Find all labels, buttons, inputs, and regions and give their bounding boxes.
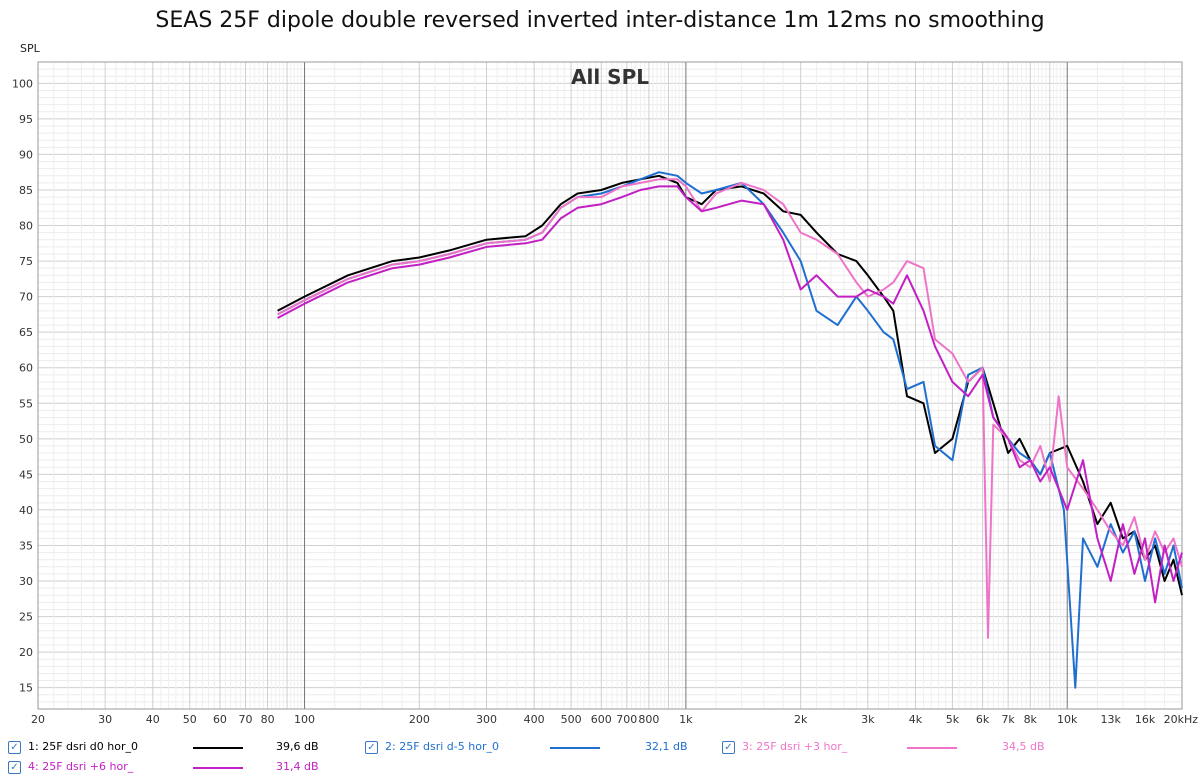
x-tick-label: 50 xyxy=(183,713,197,726)
y-tick-label: 60 xyxy=(19,362,33,375)
legend-label-1: 1: 25F dsri d0 hor_0 xyxy=(28,740,139,753)
x-tick-label: 100 xyxy=(294,713,315,726)
x-tick-label: 40 xyxy=(146,713,160,726)
x-tick-label: 600 xyxy=(591,713,612,726)
x-tick-label: 800 xyxy=(638,713,659,726)
plot-frame xyxy=(37,61,1183,710)
x-tick-label: 30 xyxy=(98,713,112,726)
y-tick-label: 30 xyxy=(19,575,33,588)
x-tick-label: 8k xyxy=(1024,713,1038,726)
legend-label-2: 2: 25F dsri d-5 hor_0 xyxy=(385,740,499,753)
x-tick-label: 13k xyxy=(1100,713,1121,726)
x-tick-label: 4k xyxy=(909,713,923,726)
x-tick-label: 20 xyxy=(31,713,45,726)
x-tick-label: 2k xyxy=(794,713,808,726)
spl-chart: 15 20 25 30 35 40 45 50 55 60 65 70 75 80 85 90 95 100 20… xyxy=(12,42,1198,726)
y-tick-label: 65 xyxy=(19,326,33,339)
x-tick-label: 300 xyxy=(476,713,497,726)
x-tick-label: 20kHz xyxy=(1164,713,1199,726)
x-tick-label: 400 xyxy=(524,713,545,726)
legend-value-2: 32,1 dB xyxy=(645,740,688,753)
legend-value-1: 39,6 dB xyxy=(276,740,319,753)
legend-swatch-1 xyxy=(193,747,243,749)
x-tick-label: 10k xyxy=(1057,713,1078,726)
y-tick-label: 35 xyxy=(19,539,33,552)
y-axis-ticks: 15 20 25 30 35 40 45 50 55 60 65 70 75 80 85 90 95 100 xyxy=(12,77,33,694)
x-tick-label: 5k xyxy=(946,713,960,726)
x-tick-label: 6k xyxy=(976,713,990,726)
x-tick-label: 700 xyxy=(616,713,637,726)
y-tick-label: 55 xyxy=(19,397,33,410)
x-tick-label: 200 xyxy=(409,713,430,726)
y-axis-label: SPL xyxy=(20,42,41,55)
x-tick-label: 80 xyxy=(261,713,275,726)
legend: ✓ 1: 25F dsri d0 hor_0 39,6 dB ✓ 2: 25F … xyxy=(0,736,1200,779)
legend-swatch-3 xyxy=(907,747,957,749)
y-tick-label: 40 xyxy=(19,504,33,517)
y-tick-label: 90 xyxy=(19,148,33,161)
legend-checkbox-2[interactable]: ✓ xyxy=(365,741,378,754)
x-tick-label: 7k xyxy=(1001,713,1015,726)
y-tick-label: 75 xyxy=(19,255,33,268)
x-tick-label: 500 xyxy=(561,713,582,726)
y-tick-label: 20 xyxy=(19,646,33,659)
x-tick-label: 1k xyxy=(679,713,693,726)
y-tick-label: 85 xyxy=(19,184,33,197)
x-tick-label: 16k xyxy=(1135,713,1156,726)
series-lines xyxy=(277,171,1183,689)
legend-value-4: 31,4 dB xyxy=(276,760,319,773)
x-tick-label: 70 xyxy=(238,713,252,726)
y-tick-label: 70 xyxy=(19,291,33,304)
grid xyxy=(37,61,1183,710)
y-tick-label: 50 xyxy=(19,433,33,446)
legend-label-4: 4: 25F dsri +6 hor_ xyxy=(28,760,134,773)
chart-title: SEAS 25F dipole double reversed inverted… xyxy=(155,8,1045,33)
y-tick-label: 25 xyxy=(19,611,33,624)
y-tick-label: 45 xyxy=(19,468,33,481)
legend-swatch-2 xyxy=(550,747,600,749)
chart-subtitle: All SPL xyxy=(571,65,649,89)
y-tick-label: 100 xyxy=(12,77,33,90)
legend-checkbox-3[interactable]: ✓ xyxy=(722,741,735,754)
y-tick-label: 80 xyxy=(19,220,33,233)
legend-checkbox-1[interactable]: ✓ xyxy=(8,741,21,754)
x-tick-label: 3k xyxy=(861,713,875,726)
y-tick-label: 15 xyxy=(19,682,33,695)
legend-checkbox-4[interactable]: ✓ xyxy=(8,761,21,774)
x-tick-label: 60 xyxy=(213,713,227,726)
y-tick-label: 95 xyxy=(19,113,33,126)
series-line-4 xyxy=(277,185,1183,604)
legend-label-3: 3: 25F dsri +3 hor_ xyxy=(742,740,848,753)
x-axis-ticks: 20 30 40 50 60 70 80 100 200 300 400 500 600 700 800 1k… xyxy=(31,713,1198,726)
legend-value-3: 34,5 dB xyxy=(1002,740,1045,753)
legend-swatch-4 xyxy=(193,767,243,769)
